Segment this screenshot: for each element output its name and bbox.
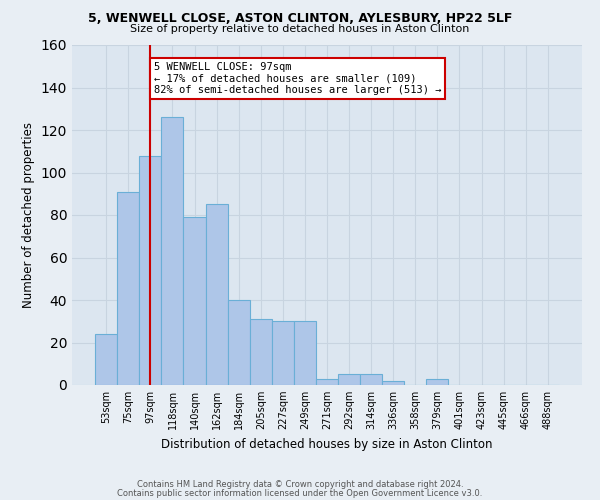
Text: 5 WENWELL CLOSE: 97sqm
← 17% of detached houses are smaller (109)
82% of semi-de: 5 WENWELL CLOSE: 97sqm ← 17% of detached…	[154, 62, 441, 95]
Text: Contains HM Land Registry data © Crown copyright and database right 2024.: Contains HM Land Registry data © Crown c…	[137, 480, 463, 489]
Bar	[272, 322, 294, 385]
Text: Size of property relative to detached houses in Aston Clinton: Size of property relative to detached ho…	[130, 24, 470, 34]
Text: Contains public sector information licensed under the Open Government Licence v3: Contains public sector information licen…	[118, 489, 482, 498]
Bar	[161, 117, 184, 385]
Bar	[139, 156, 161, 385]
Bar	[117, 192, 139, 385]
Bar	[206, 204, 227, 385]
Bar	[227, 300, 250, 385]
Text: 5, WENWELL CLOSE, ASTON CLINTON, AYLESBURY, HP22 5LF: 5, WENWELL CLOSE, ASTON CLINTON, AYLESBU…	[88, 12, 512, 26]
X-axis label: Distribution of detached houses by size in Aston Clinton: Distribution of detached houses by size …	[161, 438, 493, 450]
Bar	[184, 217, 206, 385]
Bar	[316, 378, 338, 385]
Y-axis label: Number of detached properties: Number of detached properties	[22, 122, 35, 308]
Bar	[95, 334, 117, 385]
Bar	[427, 378, 448, 385]
Bar	[360, 374, 382, 385]
Bar	[338, 374, 360, 385]
Bar	[294, 322, 316, 385]
Bar	[250, 319, 272, 385]
Bar	[382, 381, 404, 385]
